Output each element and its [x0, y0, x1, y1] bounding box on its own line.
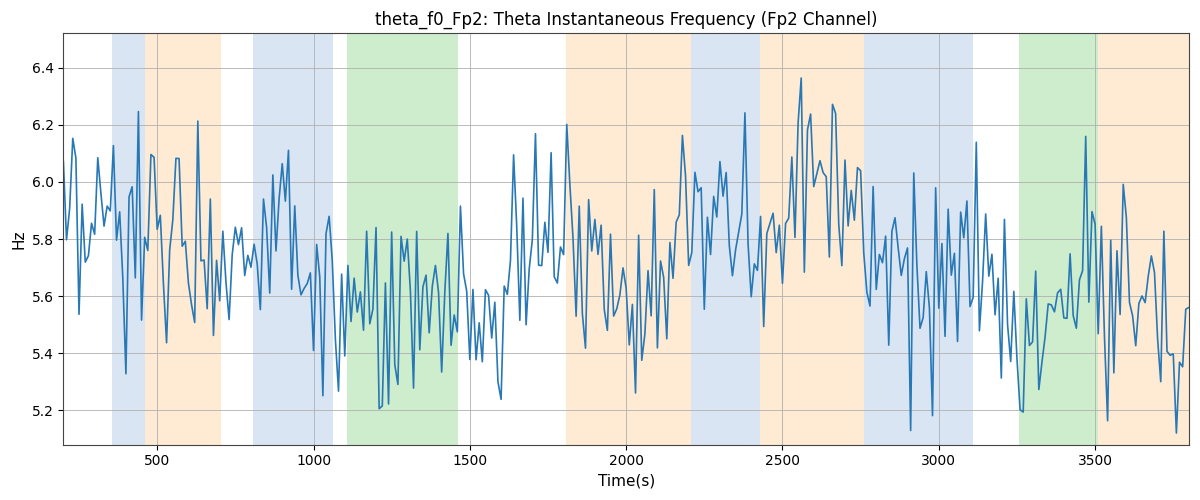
Bar [760, 34, 864, 445]
Y-axis label: Hz: Hz [11, 230, 26, 249]
Bar [691, 34, 760, 445]
Bar [145, 34, 221, 445]
X-axis label: Time(s): Time(s) [598, 474, 655, 489]
Bar [347, 34, 458, 445]
Bar [112, 34, 145, 445]
Bar [1098, 34, 1195, 445]
Bar [864, 34, 972, 445]
Bar [253, 34, 332, 445]
Bar [1019, 34, 1098, 445]
Bar [566, 34, 691, 445]
Title: theta_f0_Fp2: Theta Instantaneous Frequency (Fp2 Channel): theta_f0_Fp2: Theta Instantaneous Freque… [374, 11, 877, 30]
